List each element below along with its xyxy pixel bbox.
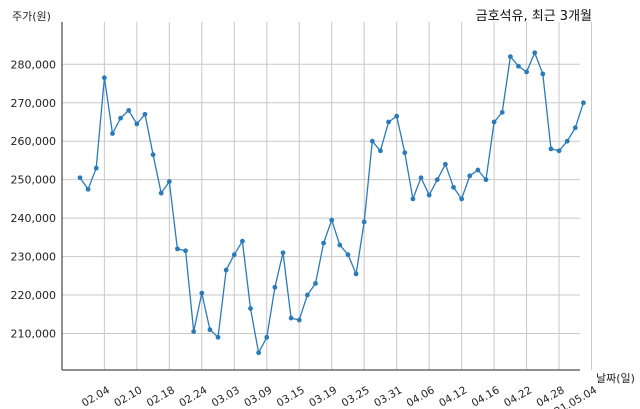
y-tick-label: 230,000 bbox=[11, 251, 57, 264]
data-point bbox=[532, 50, 538, 56]
data-point bbox=[345, 252, 351, 258]
data-point bbox=[321, 240, 326, 246]
data-point bbox=[134, 121, 140, 127]
data-point bbox=[467, 173, 473, 179]
x-tick-label: 04.06 bbox=[405, 384, 437, 409]
x-tick-label: 03.15 bbox=[275, 384, 307, 409]
data-point bbox=[418, 175, 424, 181]
x-tick-label: 03.31 bbox=[372, 384, 404, 409]
data-point bbox=[540, 71, 546, 77]
data-point bbox=[175, 246, 180, 252]
x-tick-label: 03.19 bbox=[307, 384, 339, 409]
data-point bbox=[77, 175, 83, 181]
data-point bbox=[402, 150, 408, 156]
data-point bbox=[443, 161, 448, 167]
data-point bbox=[572, 125, 578, 131]
data-point bbox=[361, 219, 367, 225]
data-point bbox=[280, 250, 286, 256]
x-tick-label: 04.16 bbox=[470, 384, 502, 409]
x-tick-label: 02.24 bbox=[177, 384, 209, 409]
data-point bbox=[499, 109, 505, 115]
data-point bbox=[581, 100, 586, 106]
data-point bbox=[142, 111, 148, 117]
data-point bbox=[329, 217, 335, 223]
x-tick-label: 02.04 bbox=[80, 384, 112, 409]
data-point bbox=[223, 267, 229, 273]
data-point bbox=[110, 131, 115, 136]
data-point bbox=[410, 196, 416, 202]
data-point bbox=[101, 75, 107, 81]
data-point bbox=[516, 63, 521, 69]
data-point bbox=[313, 281, 318, 286]
data-point bbox=[256, 350, 262, 356]
y-tick-label: 240,000 bbox=[11, 212, 57, 225]
data-point bbox=[183, 248, 188, 254]
data-point bbox=[524, 69, 529, 75]
y-tick-label: 270,000 bbox=[11, 97, 57, 110]
data-point bbox=[353, 271, 359, 277]
data-point bbox=[491, 119, 497, 125]
y-tick-label: 210,000 bbox=[11, 327, 57, 340]
data-point bbox=[288, 315, 294, 321]
data-point bbox=[191, 329, 197, 334]
x-tick-label: 03.09 bbox=[242, 384, 274, 409]
data-point bbox=[272, 284, 278, 290]
data-point bbox=[386, 119, 391, 125]
data-point bbox=[166, 179, 172, 184]
data-point bbox=[378, 148, 383, 154]
x-tick-label: 02.10 bbox=[112, 384, 144, 409]
data-point bbox=[215, 334, 221, 340]
data-point bbox=[304, 292, 310, 298]
data-point bbox=[337, 242, 343, 248]
data-point bbox=[231, 252, 237, 258]
data-point bbox=[264, 334, 270, 340]
data-point bbox=[475, 167, 481, 173]
x-axis-label: 날짜(일) bbox=[596, 372, 635, 385]
x-tick-label: 03.25 bbox=[340, 384, 372, 409]
data-point bbox=[126, 108, 132, 113]
x-tick-label: 02.18 bbox=[145, 384, 177, 409]
data-point bbox=[150, 152, 156, 158]
y-axis-label: 주가(원) bbox=[12, 10, 51, 23]
data-point bbox=[548, 146, 554, 152]
data-point bbox=[93, 165, 99, 171]
x-tick-label: 03.03 bbox=[210, 384, 242, 409]
data-point bbox=[199, 290, 205, 296]
chart-title: 금호석유, 최근 3개월 bbox=[475, 9, 592, 24]
data-point bbox=[240, 238, 245, 244]
x-tick-label: 04.22 bbox=[502, 384, 534, 409]
y-tick-label: 260,000 bbox=[11, 135, 57, 148]
data-point bbox=[158, 190, 164, 196]
data-point bbox=[369, 138, 375, 144]
x-tick-label: 04.12 bbox=[437, 384, 469, 409]
data-point bbox=[556, 148, 562, 154]
data-point bbox=[394, 113, 400, 119]
y-tick-label: 280,000 bbox=[11, 58, 57, 71]
data-point bbox=[207, 327, 213, 333]
data-point bbox=[434, 177, 440, 183]
data-point bbox=[483, 177, 489, 183]
y-tick-label: 250,000 bbox=[11, 174, 57, 187]
data-point bbox=[451, 184, 456, 190]
y-tick-label: 220,000 bbox=[11, 289, 57, 302]
data-point bbox=[296, 317, 302, 323]
data-point bbox=[507, 54, 513, 60]
data-point bbox=[564, 138, 570, 144]
data-point bbox=[459, 196, 465, 202]
data-point bbox=[118, 115, 123, 121]
data-point bbox=[248, 306, 253, 311]
data-point bbox=[426, 192, 432, 198]
data-point bbox=[85, 186, 91, 192]
